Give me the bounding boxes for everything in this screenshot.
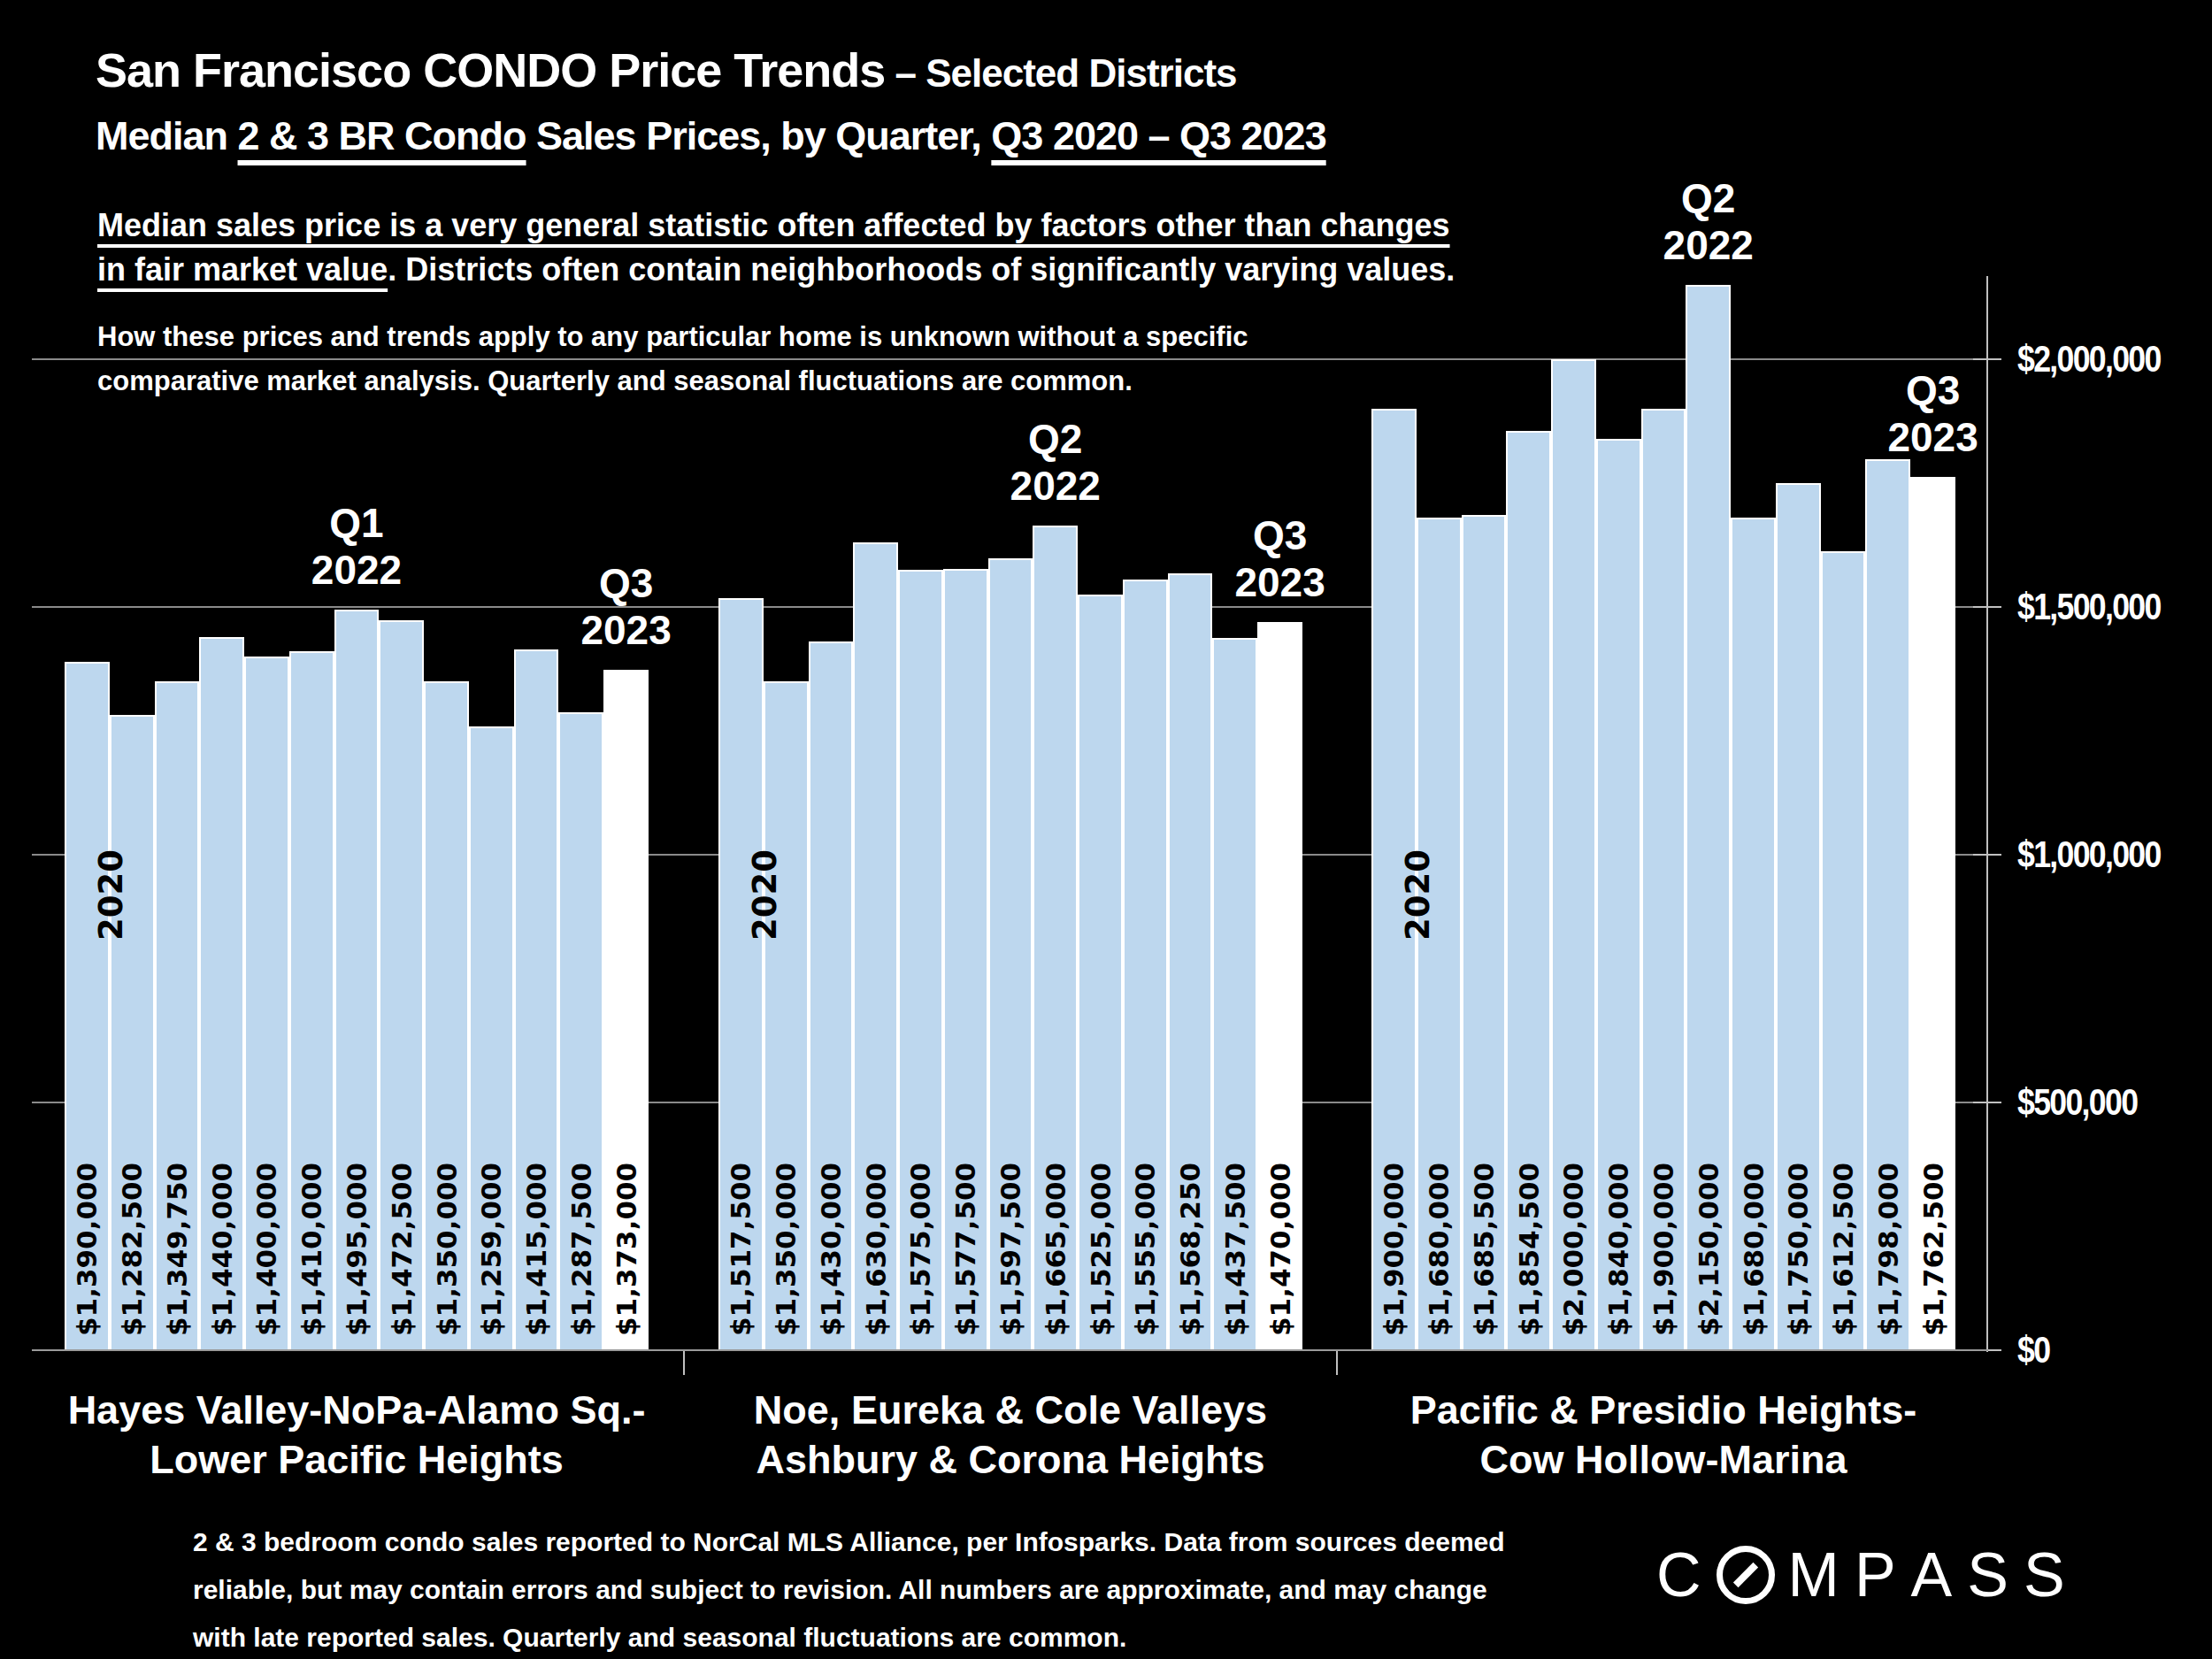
bar-value-label: $1,577,500 [949,1163,981,1336]
bar-value-label: $1,259,000 [475,1163,507,1336]
bar-value-label: $1,430,000 [815,1163,847,1336]
annotation-line: Q3 [1234,512,1325,559]
year-start-label: 2020 [1399,849,1437,941]
bar-value-label: $1,470,000 [1264,1163,1296,1336]
y-axis-label: $1,500,000 [2017,580,2161,634]
bar-value-label: $1,568,250 [1174,1163,1206,1336]
annotation-line: 2022 [311,547,402,594]
bar-value-label: $1,400,000 [250,1163,282,1336]
bar-value-label: $1,282,500 [116,1163,148,1336]
annotation-line: 2023 [580,607,671,654]
annotation-label: Q22022 [1010,416,1101,510]
annotation-line: 2023 [1887,414,1978,461]
bar-chart: $2,000,000 $1,500,000 $1,000,000 $500,000 $0… [0,0,2212,1659]
bar-value-label: $1,900,000 [1378,1163,1409,1336]
bar-value-label: $1,525,000 [1085,1163,1117,1336]
bar-value-label: $1,349,750 [161,1163,193,1336]
year-start-label: 2020 [92,849,130,941]
annotation-line: Q2 [1663,175,1754,222]
logo-letter: S [1967,1540,2010,1610]
text-line: with late reported sales. Quarterly and … [193,1614,1505,1659]
bar-value-label: $1,575,000 [904,1163,936,1336]
annotation-line: 2023 [1234,559,1325,606]
bar-value-label: $1,495,000 [341,1163,373,1336]
bar-value-label: $1,854,500 [1513,1163,1545,1336]
district-label-line: Lower Pacific Heights [68,1435,646,1485]
annotation-line: Q2 [1010,416,1101,463]
y-axis-label: $1,000,000 [2017,828,2161,881]
bar-value-label: $1,517,500 [725,1163,757,1336]
x-axis-line [32,1349,1988,1351]
logo-letter: S [2024,1540,2067,1610]
logo-letter: A [1911,1540,1955,1610]
slide: San Francisco CONDO Price Trends – Selec… [0,0,2212,1659]
annotation-line: 2022 [1663,222,1754,269]
bar-value-label: $1,350,000 [431,1163,463,1336]
annotation-label: Q12022 [311,500,402,594]
bar-value-label: $1,415,000 [520,1163,552,1336]
y-axis-label: $2,000,000 [2017,333,2161,386]
bar-value-label: $1,612,500 [1827,1163,1859,1336]
bar-value-label: $1,555,000 [1129,1163,1161,1336]
compass-logo: C MPASS [1656,1540,2067,1610]
annotation-label: Q32023 [580,560,671,654]
annotation-line: Q3 [580,560,671,607]
category-axis-tick [683,1350,685,1375]
bar-value-label: $1,665,000 [1040,1163,1071,1336]
bar-value-label: $1,597,500 [995,1163,1026,1336]
district-label: Hayes Valley-NoPa-Alamo Sq.-Lower Pacifi… [68,1386,646,1485]
bar-value-label: $1,410,000 [296,1163,327,1336]
annotation-label: Q32023 [1887,367,1978,461]
bar-value-label: $1,350,000 [770,1163,802,1336]
district-label-line: Hayes Valley-NoPa-Alamo Sq.- [68,1386,646,1435]
bar-value-label: $1,440,000 [206,1163,238,1336]
district-label-line: Cow Hollow-Marina [1410,1435,1917,1485]
bar-value-label: $1,762,500 [1917,1163,1949,1336]
annotation-label: Q32023 [1234,512,1325,606]
text-line: 2 & 3 bedroom condo sales reported to No… [193,1518,1505,1566]
footer-note: 2 & 3 bedroom condo sales reported to No… [193,1518,1505,1659]
bar-value-label: $1,680,000 [1738,1163,1770,1336]
y-axis-line [1986,276,1988,1352]
bar-value-label: $2,150,000 [1693,1163,1724,1336]
district-label-line: Pacific & Presidio Heights- [1410,1386,1917,1435]
district-label-line: Noe, Eureka & Cole Valleys [754,1386,1267,1435]
district-label: Noe, Eureka & Cole ValleysAshbury & Coro… [754,1386,1267,1485]
y-axis-label: $0 [2017,1324,2049,1377]
year-start-label: 2020 [746,849,784,941]
bar-value-label: $1,630,000 [860,1163,892,1336]
bar-value-label: $1,685,500 [1468,1163,1500,1336]
bar-value-label: $1,750,000 [1782,1163,1814,1336]
bar-value-label: $1,900,000 [1647,1163,1679,1336]
text-line: reliable, but may contain errors and sub… [193,1566,1505,1614]
annotation-label: Q22022 [1663,175,1754,269]
annotation-line: 2022 [1010,463,1101,510]
annotation-line: Q3 [1887,367,1978,414]
bar-value-label: $1,437,500 [1219,1163,1251,1336]
bar-value-label: $1,472,500 [386,1163,418,1336]
bar-value-label: $2,000,000 [1557,1163,1589,1336]
compass-o-needle-icon [1717,1546,1775,1604]
category-axis-tick [1336,1350,1338,1375]
logo-letter: P [1855,1540,1898,1610]
district-label: Pacific & Presidio Heights-Cow Hollow-Ma… [1410,1386,1917,1485]
annotation-line: Q1 [311,500,402,547]
bar-value-label: $1,287,500 [565,1163,597,1336]
bar-value-label: $1,840,000 [1602,1163,1634,1336]
bar-value-label: $1,798,000 [1872,1163,1904,1336]
y-axis-label: $500,000 [2017,1076,2137,1129]
logo-letter: M [1788,1540,1841,1610]
bar-value-label: $1,373,000 [611,1163,642,1336]
district-label-line: Ashbury & Corona Heights [754,1435,1267,1485]
logo-letter: C [1656,1540,1703,1610]
bar-value-label: $1,390,000 [71,1163,103,1336]
bar-value-label: $1,680,000 [1423,1163,1455,1336]
